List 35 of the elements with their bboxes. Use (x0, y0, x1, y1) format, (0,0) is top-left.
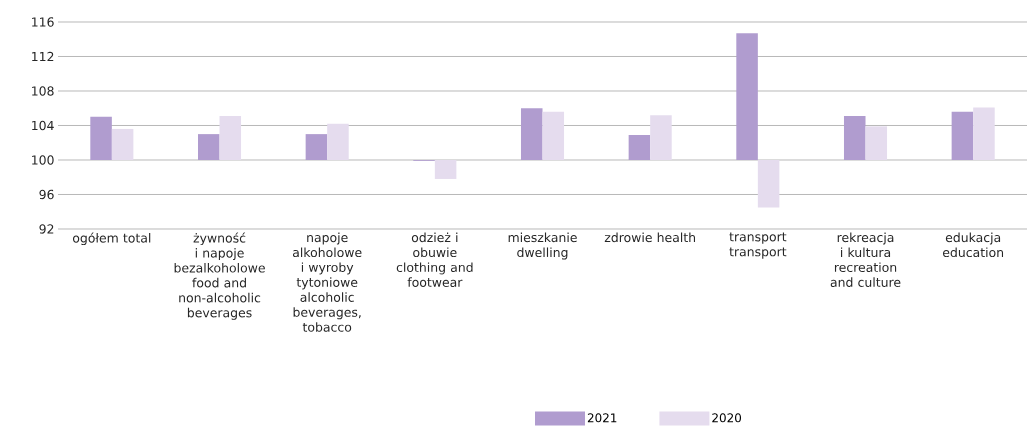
bar (843, 116, 866, 160)
y-tick-label: 100 (32, 155, 54, 165)
bar (757, 159, 780, 208)
bar (90, 116, 112, 160)
x-tick-label: rekreacja i kultura recreation and culture (830, 232, 901, 287)
y-tick-label: 92 (39, 224, 54, 234)
x-tick-label: ogółem total (72, 232, 151, 246)
bar (111, 128, 134, 160)
bar (973, 107, 995, 160)
legend-label: 2020 (712, 413, 742, 423)
bar (628, 134, 651, 160)
bar (305, 134, 328, 160)
legend-label: 2021 (587, 413, 617, 423)
bar (951, 111, 974, 160)
bar (219, 116, 242, 160)
y-tick-label: 112 (32, 51, 54, 62)
bar (542, 111, 565, 160)
x-tick-label: odzież i obuwie clothing and footwear (396, 232, 473, 287)
x-tick-label: zdrowie health (604, 232, 696, 243)
y-tick-label: 116 (32, 17, 54, 27)
x-tick-label: napoje alkoholowe i wyroby tytoniowe alcoholic beverages, tobacco (292, 232, 362, 332)
x-tick-label: edukacja education (942, 232, 1004, 258)
x-tick-label: mieszkanie dwelling (508, 232, 577, 260)
x-tick-label: żywność i napoje bezalkoholowe food and non-alcoholic beverages (174, 232, 265, 320)
bar (650, 115, 672, 160)
y-tick-label: 96 (39, 189, 54, 200)
y-tick-label: 108 (32, 86, 54, 96)
bar (327, 123, 349, 160)
bar (434, 159, 457, 179)
y-tick-label: 104 (32, 120, 54, 131)
bar (197, 134, 220, 160)
bar (520, 108, 543, 160)
bar (736, 33, 758, 160)
bar (865, 126, 888, 160)
x-tick-label: transport transport (729, 232, 787, 259)
